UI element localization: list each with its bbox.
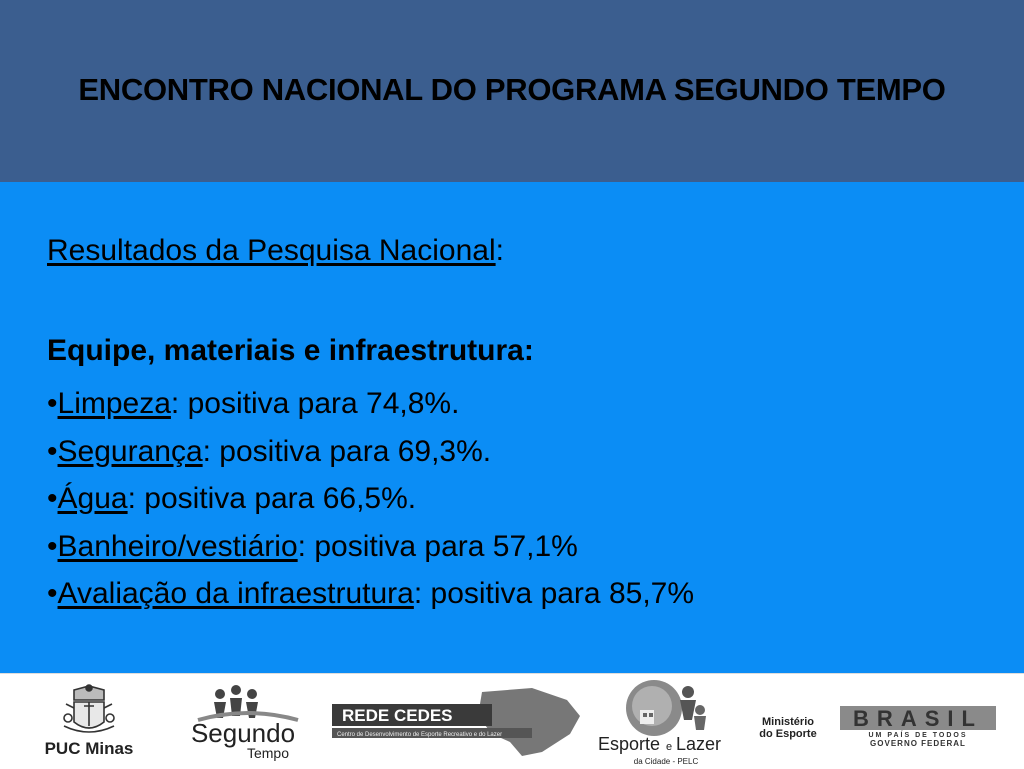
item-value: : positiva para 85,7%: [413, 577, 695, 610]
swoosh-icon: [197, 711, 299, 722]
segundo-tempo-logo: Segundo Tempo: [191, 685, 299, 761]
segundo-label: Segundo: [191, 718, 295, 748]
logo-footer: PUC Minas Segundo Tempo REDE CEDES Centr…: [0, 673, 1024, 769]
esporte-conj: e: [666, 741, 672, 753]
brasil-label: BRASIL: [853, 706, 983, 731]
item-label: Avaliação da infraestrutura: [57, 577, 414, 610]
item-value: : positiva para 74,8%.: [170, 387, 460, 420]
item-label: Limpeza: [57, 387, 171, 420]
lazer-label: Lazer: [676, 734, 721, 754]
slide-body: Resultados da Pesquisa Nacional: Equipe,…: [0, 182, 1024, 673]
list-item: •Água: positiva para 66,5%.: [47, 475, 694, 523]
item-label: Segurança: [57, 434, 203, 468]
puc-minas-logo: PUC Minas: [45, 684, 134, 758]
list-item: •Banheiro/vestiário: positiva para 57,1%: [47, 523, 694, 571]
rede-cedes-tagline: Centro de Desenvolvimento de Esporte Rec…: [337, 732, 502, 738]
slide-title: ENCONTRO NACIONAL DO PROGRAMA SEGUNDO TE…: [78, 72, 946, 107]
da-cidade-label: da Cidade - PELC: [634, 757, 699, 766]
list-item: •Limpeza: positiva para 74,8%.: [47, 380, 694, 428]
section-heading: Equipe, materiais e infraestrutura:: [47, 334, 534, 367]
ministerio-esporte-logo: Ministério do Esporte: [748, 716, 828, 740]
bullet: •: [47, 434, 58, 468]
ministerio-label: Ministério: [762, 716, 814, 728]
coat-of-arms-icon: [63, 684, 115, 733]
do-esporte-label: do Esporte: [759, 728, 817, 740]
list-item: •Segurança: positiva para 69,3%.: [47, 428, 694, 476]
brazil-map-icon: [478, 688, 580, 756]
item-value: : positiva para 57,1%: [297, 529, 578, 563]
bullet: •: [47, 387, 58, 420]
item-label: Água: [57, 482, 128, 515]
item-value: : positiva para 66,5%.: [127, 482, 417, 515]
slide-header: ENCONTRO NACIONAL DO PROGRAMA SEGUNDO TE…: [0, 0, 1024, 182]
bullet: •: [47, 529, 58, 563]
item-label: Banheiro/vestiário: [57, 529, 298, 563]
brasil-governo-logo: BRASIL UM PAÍS DE TODOS GOVERNO FEDERAL: [840, 706, 996, 748]
esporte-label: Esporte: [598, 734, 660, 754]
globe-people-icon: [626, 680, 706, 736]
item-value: : positiva para 69,3%.: [202, 434, 492, 468]
results-subtitle-colon: :: [495, 234, 504, 267]
puc-minas-label: PUC Minas: [45, 739, 134, 758]
results-list: •Limpeza: positiva para 74,8%. •Seguranç…: [47, 380, 694, 618]
results-subtitle: Resultados da Pesquisa Nacional:: [47, 234, 504, 268]
results-subtitle-text: Resultados da Pesquisa Nacional: [47, 234, 496, 267]
esporte-lazer-logo: Esporte e Lazer da Cidade - PELC: [598, 680, 721, 766]
tempo-label: Tempo: [247, 745, 289, 761]
um-pais-label: UM PAÍS DE TODOS: [868, 730, 967, 739]
list-item: •Avaliação da infraestrutura: positiva p…: [47, 570, 694, 618]
bullet: •: [47, 577, 58, 610]
bullet: •: [47, 482, 58, 515]
governo-federal-label: GOVERNO FEDERAL: [870, 739, 966, 748]
rede-cedes-logo: REDE CEDES Centro de Desenvolvimento de …: [332, 688, 580, 756]
rede-cedes-label: REDE CEDES: [342, 706, 453, 725]
